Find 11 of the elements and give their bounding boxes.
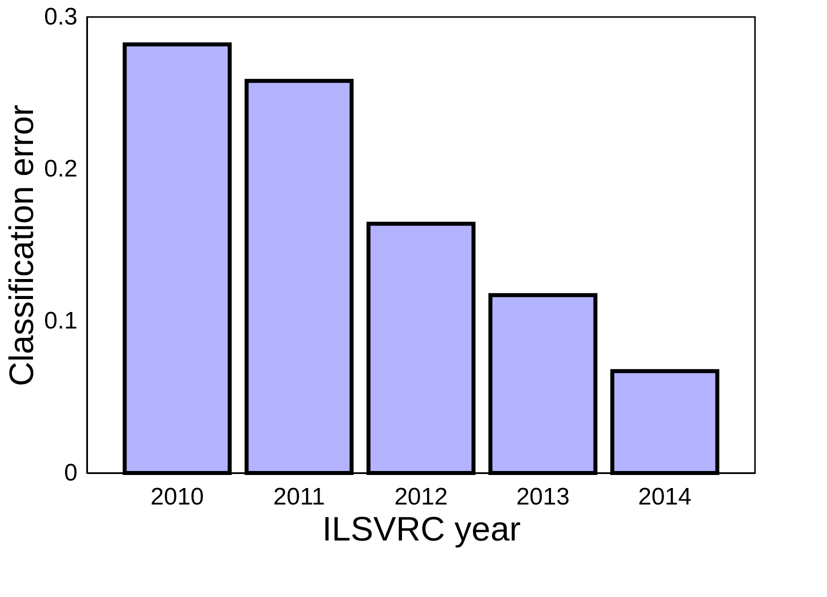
x-tick-label: 2013 bbox=[516, 484, 570, 510]
y-tick-label: 0 bbox=[64, 460, 78, 486]
x-tick-label: 2011 bbox=[273, 484, 325, 510]
y-tick-label: 0.1 bbox=[44, 308, 78, 334]
y-axis-title: Classification error bbox=[3, 104, 42, 386]
y-tick-label: 0.3 bbox=[44, 4, 78, 30]
x-tick-label: 2012 bbox=[394, 484, 448, 510]
x-tick-label: 2010 bbox=[150, 484, 204, 510]
x-tick-label: 2014 bbox=[638, 484, 692, 510]
y-tick-label: 0.2 bbox=[44, 156, 78, 182]
x-axis-title: ILSVRC year bbox=[322, 510, 521, 548]
